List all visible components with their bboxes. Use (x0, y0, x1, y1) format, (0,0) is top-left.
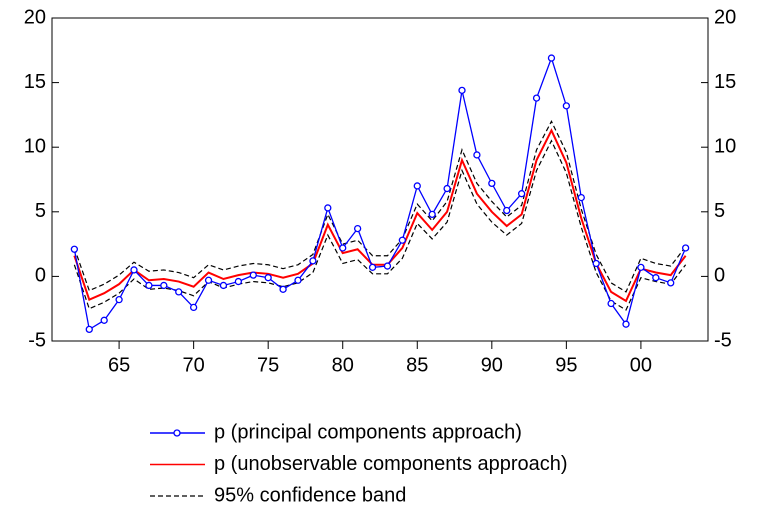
series-marker (115, 296, 123, 304)
series-marker (264, 274, 272, 282)
band-line (73, 120, 687, 293)
series-marker (368, 263, 377, 272)
y2-tick-label: 15 (714, 71, 736, 93)
series-marker (488, 179, 496, 188)
series-marker (219, 281, 228, 290)
legend-label: p (unobservable components approach) (214, 453, 568, 475)
y2-tick-label: 5 (714, 200, 725, 222)
series-marker (443, 184, 451, 193)
series-marker (622, 320, 630, 328)
x-tick-label: 75 (257, 354, 279, 376)
series-marker (562, 102, 571, 110)
series-marker (607, 299, 615, 308)
x-tick-label: 70 (183, 354, 205, 376)
x-tick-label: 95 (555, 354, 577, 376)
y2-tick-label: 10 (714, 135, 736, 157)
series-marker (130, 266, 138, 274)
series-marker (592, 259, 600, 268)
series-marker (652, 274, 660, 282)
y-tick-label: -5 (28, 329, 46, 351)
series-marker (458, 86, 466, 95)
series-marker (428, 210, 436, 219)
y2-tick-label: 20 (714, 6, 736, 28)
x-tick-label: 85 (406, 354, 428, 376)
y2-tick-label: -5 (714, 329, 732, 351)
series-marker (70, 245, 79, 253)
series-marker (309, 257, 317, 265)
series-marker (577, 193, 585, 202)
series-marker (547, 54, 556, 62)
series-marker (473, 151, 481, 159)
y-tick-label: 20 (24, 6, 46, 28)
series-marker (353, 224, 362, 233)
x-tick-label: 65 (108, 354, 130, 376)
series-marker (189, 303, 198, 312)
series-marker (517, 190, 526, 198)
y-tick-label: 0 (35, 265, 46, 287)
series-marker (339, 244, 347, 252)
series-marker (667, 279, 675, 287)
y-tick-label: 15 (24, 71, 46, 93)
x-tick-label: 00 (630, 354, 652, 376)
plot-frame (51, 17, 709, 342)
y-tick-label: 10 (24, 135, 46, 157)
series-marker (234, 277, 243, 286)
series-marker (532, 94, 541, 102)
y2-tick-label: 0 (714, 265, 725, 287)
series-marker (249, 271, 257, 279)
series-marker (294, 276, 302, 284)
x-tick-label: 90 (481, 354, 503, 376)
series-marker (681, 244, 690, 252)
legend-label: 95% confidence band (214, 484, 406, 506)
series-marker (637, 263, 645, 272)
series-marker (398, 236, 407, 244)
y-tick-label: 5 (35, 200, 46, 222)
series-marker (175, 288, 183, 296)
series-marker (160, 281, 168, 290)
legend-label: p (principal components approach) (214, 421, 522, 443)
series-marker (100, 316, 108, 324)
series-marker (279, 285, 287, 293)
series-marker (503, 206, 511, 215)
series-line (73, 128, 687, 303)
x-tick-label: 80 (332, 354, 354, 376)
legend-marker (173, 429, 181, 437)
series-marker (324, 204, 332, 212)
series-marker (204, 276, 213, 284)
series-marker (383, 262, 392, 270)
series-marker (145, 281, 153, 290)
series-marker (413, 182, 421, 190)
series-marker (85, 325, 93, 334)
